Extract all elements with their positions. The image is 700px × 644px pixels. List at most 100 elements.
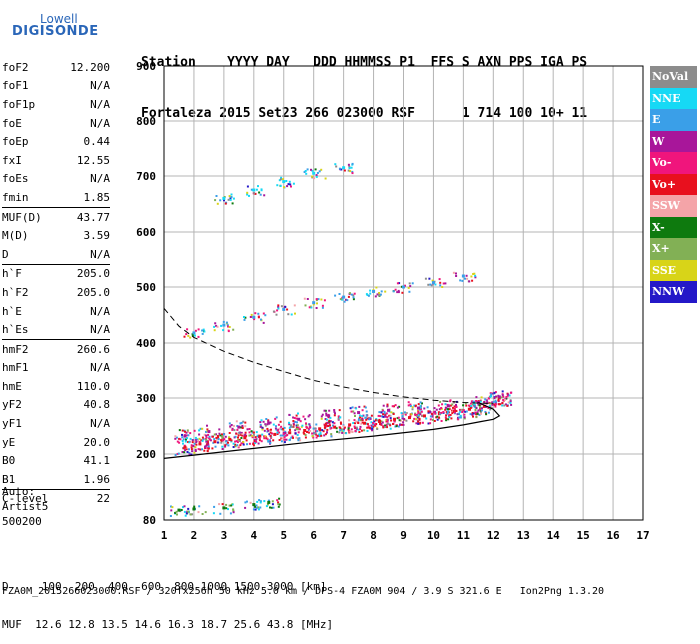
echo-mark xyxy=(232,328,235,331)
echo-mark xyxy=(449,414,452,416)
param-value: 110.0 xyxy=(76,379,110,393)
echo-mark xyxy=(477,403,480,406)
echo-mark xyxy=(291,426,294,428)
echo-mark xyxy=(304,170,307,172)
echo-mark xyxy=(265,437,268,440)
x-tick-label: 13 xyxy=(517,529,530,542)
echo-mark xyxy=(283,436,286,439)
echo-mark xyxy=(371,427,374,430)
param-row: MUF(D) 43.77 xyxy=(2,208,110,227)
x-tick-label: 4 xyxy=(251,529,258,542)
echo-mark xyxy=(348,292,351,295)
echo-mark xyxy=(260,189,263,192)
echo-mark xyxy=(441,286,444,288)
data-point xyxy=(192,507,196,511)
echo-mark xyxy=(371,426,373,429)
x-tick-label: 12 xyxy=(487,529,500,542)
echo-mark xyxy=(391,405,394,408)
echo-mark xyxy=(486,401,489,404)
echo-mark xyxy=(382,415,385,418)
param-row: foF1p N/A xyxy=(2,95,110,114)
echo-mark xyxy=(399,423,401,426)
echo-mark xyxy=(319,431,322,434)
echo-mark xyxy=(240,433,243,436)
echo-mark xyxy=(175,436,178,439)
echo-mark xyxy=(479,410,482,412)
echo-mark xyxy=(430,412,433,415)
echo-mark xyxy=(185,448,188,451)
echo-mark xyxy=(269,506,271,509)
auto-program: Artist5 xyxy=(2,500,49,513)
echo-mark xyxy=(324,426,327,429)
echo-mark xyxy=(208,438,211,441)
echo-mark xyxy=(251,434,254,437)
echo-mark xyxy=(310,306,313,309)
echo-mark xyxy=(411,406,414,409)
echo-mark xyxy=(370,424,373,427)
echo-mark xyxy=(187,510,190,513)
echo-mark xyxy=(409,403,412,406)
echo-mark xyxy=(207,447,210,450)
echo-mark xyxy=(194,446,197,449)
echo-mark xyxy=(455,403,457,406)
echo-mark xyxy=(240,437,243,439)
echo-mark xyxy=(318,433,320,436)
echo-mark xyxy=(400,419,402,422)
echo-mark xyxy=(375,423,378,425)
echo-mark xyxy=(353,425,356,428)
echo-mark xyxy=(380,290,383,293)
echo-mark xyxy=(289,424,292,427)
echo-mark xyxy=(304,304,307,307)
echo-mark xyxy=(330,427,333,429)
param-row: hmE 110.0 xyxy=(2,377,110,396)
echo-mark xyxy=(371,429,374,432)
echo-mark xyxy=(474,274,477,277)
echo-mark xyxy=(271,432,273,435)
echo-mark xyxy=(407,404,410,407)
echo-mark xyxy=(463,413,466,416)
echo-mark xyxy=(193,429,196,432)
echo-mark xyxy=(176,513,178,516)
echo-mark xyxy=(294,420,297,423)
echo-mark xyxy=(429,283,432,286)
echo-mark xyxy=(401,415,404,418)
echo-mark xyxy=(350,410,353,413)
echo-mark xyxy=(208,435,211,438)
echo-mark xyxy=(225,440,228,443)
echo-mark xyxy=(339,298,342,301)
echo-mark xyxy=(257,316,260,319)
echo-mark xyxy=(296,434,299,436)
echo-mark xyxy=(192,445,195,447)
echo-mark xyxy=(254,312,257,315)
param-row: foEp 0.44 xyxy=(2,132,110,151)
echo-mark xyxy=(252,443,255,445)
echo-mark xyxy=(349,407,352,410)
echo-mark xyxy=(303,297,306,300)
echo-mark xyxy=(457,416,459,419)
echo-mark xyxy=(300,425,303,428)
echo-mark xyxy=(408,290,411,293)
echo-mark xyxy=(292,422,295,425)
echo-mark xyxy=(335,427,338,430)
data-point xyxy=(273,432,277,436)
echo-mark xyxy=(253,438,256,441)
echo-mark xyxy=(201,329,204,332)
echo-mark xyxy=(436,418,439,421)
echo-mark xyxy=(494,403,497,406)
echo-mark xyxy=(365,410,368,413)
lowell-digisonde-logo: Lowell DIGISONDE xyxy=(2,4,98,48)
echo-mark xyxy=(214,445,217,448)
echo-mark xyxy=(350,428,353,431)
echo-mark xyxy=(504,398,506,401)
echo-mark xyxy=(185,431,188,434)
echo-mark xyxy=(227,330,230,333)
echo-mark xyxy=(489,408,492,411)
echo-mark xyxy=(509,399,512,402)
echo-mark xyxy=(252,444,255,447)
echo-mark xyxy=(418,414,420,416)
param-name: yE xyxy=(2,435,16,449)
echo-mark xyxy=(373,423,376,426)
echo-mark xyxy=(292,182,295,185)
echo-mark xyxy=(509,391,512,394)
y-tick-label: 500 xyxy=(136,281,156,294)
